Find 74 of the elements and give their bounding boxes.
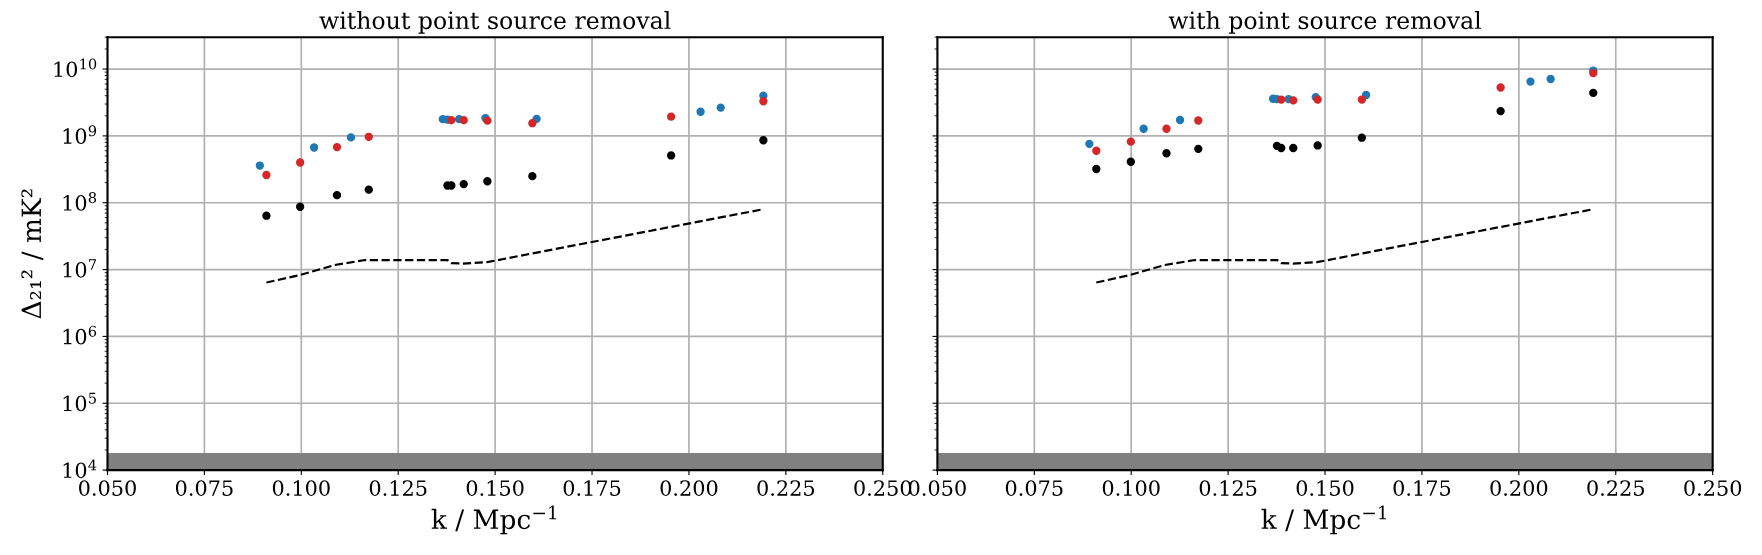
point bbox=[696, 107, 705, 116]
point bbox=[332, 142, 342, 152]
point bbox=[483, 177, 492, 186]
point bbox=[1092, 164, 1101, 174]
point bbox=[459, 179, 468, 189]
point bbox=[1139, 124, 1148, 133]
point bbox=[295, 158, 305, 167]
x-tick-label: 0.100 bbox=[272, 480, 330, 496]
point bbox=[309, 143, 319, 152]
point bbox=[1357, 95, 1367, 104]
point bbox=[364, 185, 373, 194]
x-tick-label: 0.200 bbox=[660, 480, 718, 496]
x-axis-title: k / Mpc$^{−1}$ bbox=[1261, 505, 1386, 535]
y-tick-label: 10$^{9}$ bbox=[63, 125, 97, 144]
y-tick-label: 10$^{6}$ bbox=[63, 325, 97, 345]
y-tick-label: 10$^{8}$ bbox=[63, 192, 97, 211]
y-tick-label: 10$^{4}$ bbox=[63, 459, 97, 479]
x-tick-label: 0.125 bbox=[1199, 480, 1257, 496]
point bbox=[295, 202, 305, 211]
x-tick-label: 0.050 bbox=[79, 480, 136, 496]
point bbox=[1194, 144, 1203, 154]
point bbox=[1092, 146, 1101, 155]
point bbox=[1496, 83, 1505, 92]
point bbox=[1277, 143, 1286, 153]
point bbox=[1126, 137, 1135, 146]
x-tick-label: 0.100 bbox=[1102, 480, 1160, 496]
point bbox=[262, 211, 271, 220]
point bbox=[1526, 77, 1535, 86]
point bbox=[666, 112, 676, 121]
point bbox=[346, 133, 356, 142]
x-tick-label: 0.150 bbox=[466, 480, 524, 496]
y-tick-label: 10$^{7}$ bbox=[63, 259, 97, 278]
point bbox=[1289, 96, 1298, 105]
point bbox=[716, 103, 725, 112]
point bbox=[528, 171, 537, 181]
x-tick-label: 0.250 bbox=[1684, 480, 1742, 496]
x-axis-title: k / Mpc$^{−1}$ bbox=[431, 505, 557, 535]
y-tick-label: 10$^{5}$ bbox=[63, 392, 96, 412]
point bbox=[1162, 124, 1171, 133]
x-tick-label: 0.150 bbox=[1296, 480, 1354, 496]
point bbox=[666, 151, 676, 160]
x-tick-label: 0.225 bbox=[1587, 480, 1644, 496]
point bbox=[1289, 143, 1298, 153]
point bbox=[1589, 88, 1598, 98]
point bbox=[255, 161, 264, 170]
point bbox=[1126, 157, 1135, 166]
point bbox=[262, 170, 271, 180]
x-tick-label: 0.225 bbox=[757, 480, 815, 496]
point bbox=[459, 116, 468, 125]
x-tick-label: 0.200 bbox=[1490, 480, 1548, 496]
point bbox=[1546, 74, 1555, 84]
point bbox=[332, 190, 342, 200]
point bbox=[1194, 116, 1203, 125]
chart-title: without point source removal bbox=[319, 10, 671, 34]
chart-title: with point source removal bbox=[1168, 10, 1482, 34]
point bbox=[447, 116, 456, 125]
point bbox=[1277, 95, 1286, 104]
x-tick-label: 0.175 bbox=[1393, 480, 1451, 496]
x-tick-label: 0.125 bbox=[369, 480, 427, 496]
point bbox=[759, 97, 768, 106]
x-tick-label: 0.075 bbox=[175, 480, 233, 496]
y-tick-label: 10$^{10}$ bbox=[54, 58, 97, 78]
point bbox=[1496, 106, 1505, 116]
x-tick-label: 0.075 bbox=[1005, 480, 1063, 496]
point bbox=[759, 136, 768, 145]
point bbox=[1085, 139, 1094, 149]
point bbox=[1175, 115, 1185, 125]
point bbox=[1357, 133, 1367, 142]
point bbox=[1313, 141, 1322, 150]
point bbox=[364, 132, 373, 141]
point bbox=[528, 119, 537, 128]
x-tick-label: 0.175 bbox=[563, 480, 621, 496]
y-axis-title: Δ₂₁² / mK² bbox=[21, 189, 44, 319]
point bbox=[1162, 149, 1171, 158]
